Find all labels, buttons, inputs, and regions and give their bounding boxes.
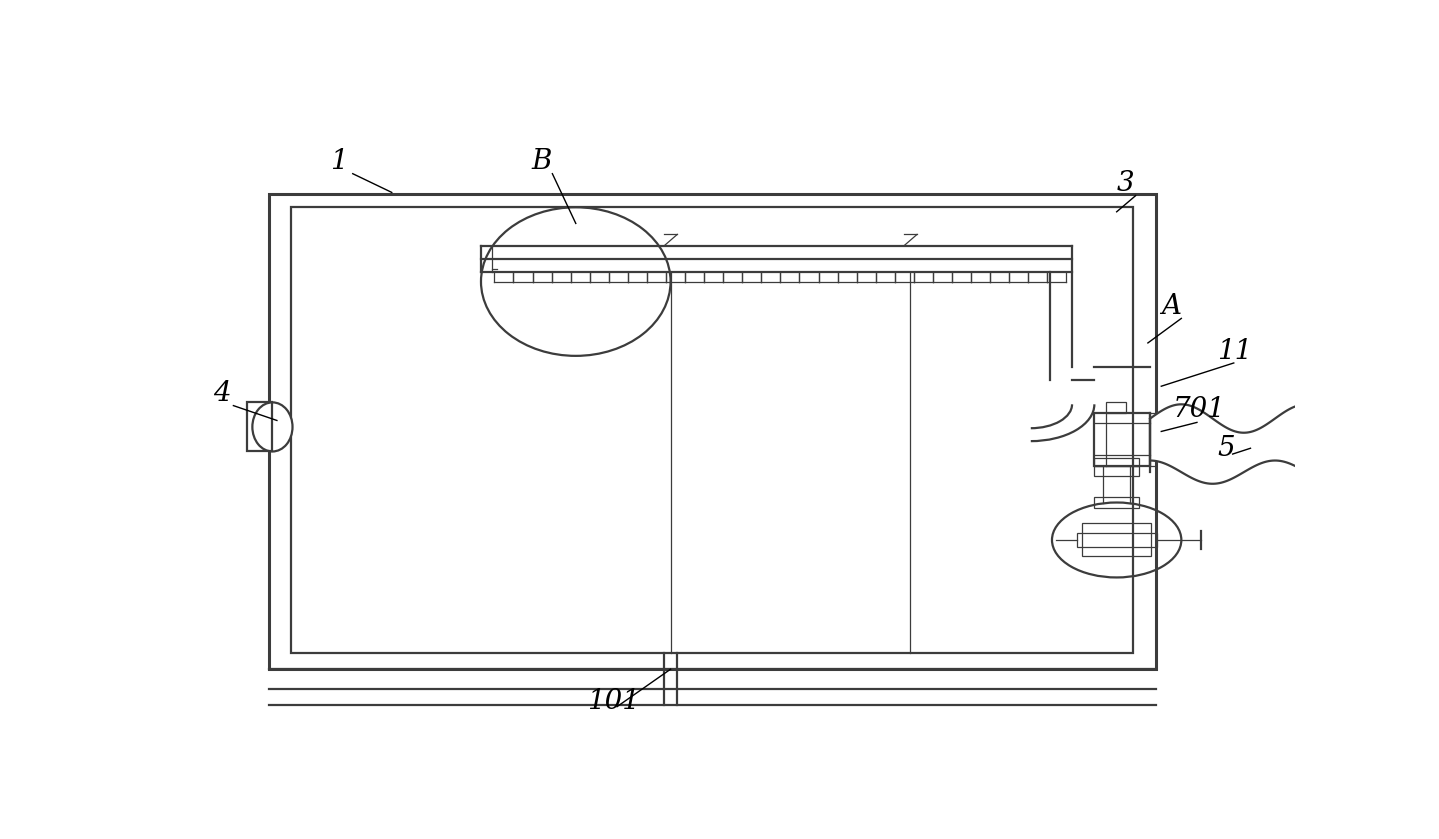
Bar xyxy=(1082,523,1151,556)
Bar xyxy=(1094,498,1140,508)
Bar xyxy=(291,207,1134,653)
Bar xyxy=(269,195,1156,670)
Bar xyxy=(1076,533,1157,547)
Polygon shape xyxy=(1150,404,1307,484)
Text: 4: 4 xyxy=(213,380,230,407)
Bar xyxy=(248,403,272,451)
Ellipse shape xyxy=(252,403,292,451)
Text: 11: 11 xyxy=(1217,338,1252,365)
Text: A: A xyxy=(1161,293,1181,320)
Text: 1: 1 xyxy=(331,148,348,175)
Text: 101: 101 xyxy=(587,688,640,715)
Bar xyxy=(1094,413,1150,466)
Text: 701: 701 xyxy=(1173,396,1225,423)
Text: 3: 3 xyxy=(1117,170,1134,197)
Bar xyxy=(1094,466,1140,476)
Text: B: B xyxy=(531,148,551,175)
Text: 5: 5 xyxy=(1217,435,1235,462)
Bar xyxy=(1105,403,1125,413)
Bar xyxy=(1094,458,1140,466)
